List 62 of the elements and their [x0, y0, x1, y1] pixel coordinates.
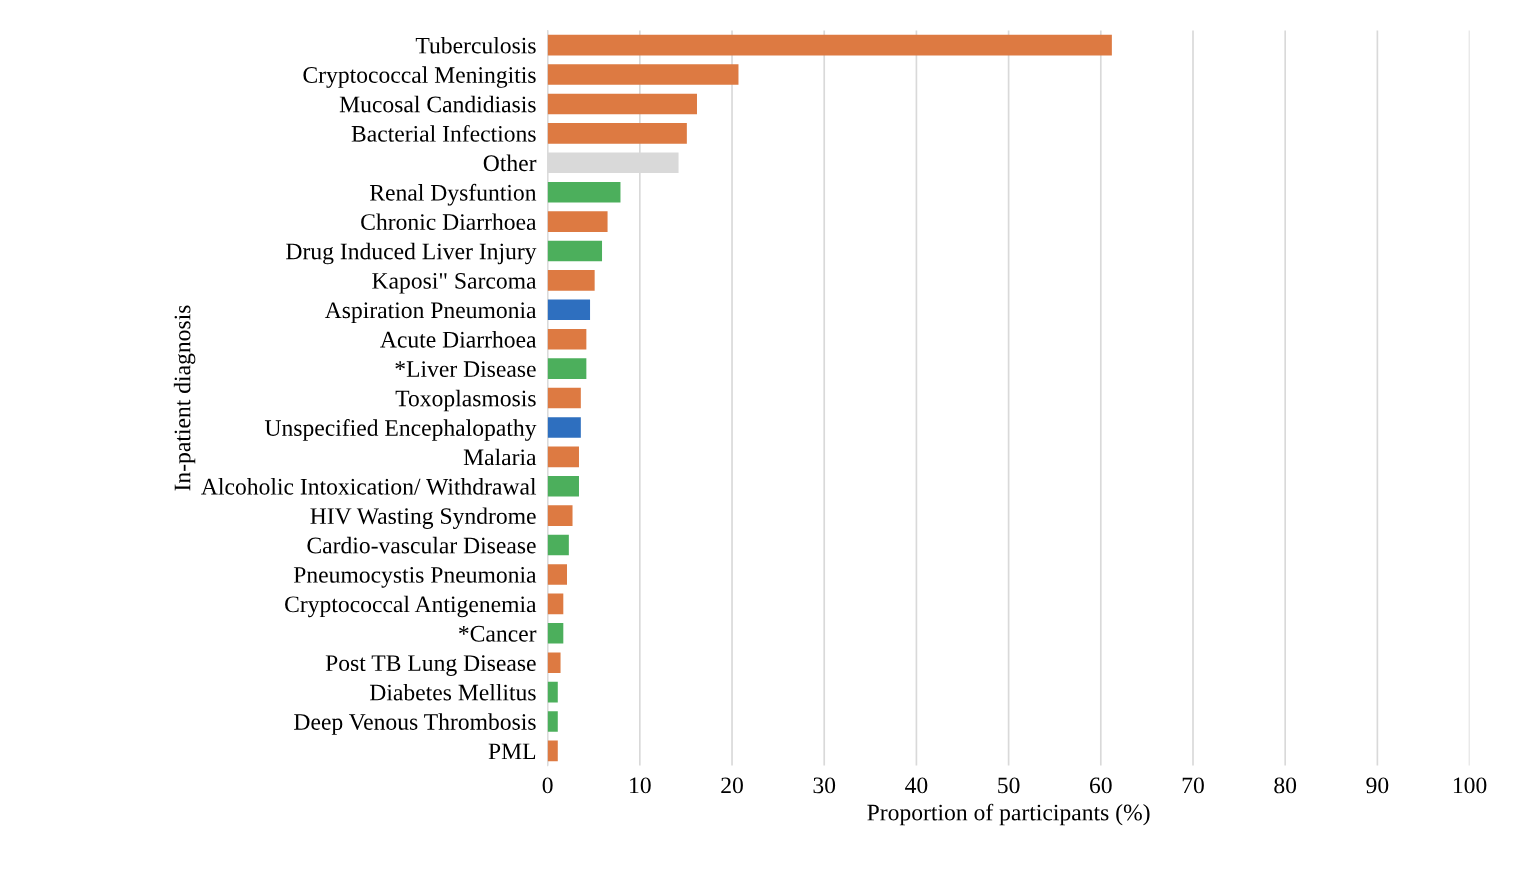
bar — [547, 564, 567, 585]
y-axis-title: In-patient diagnosis — [173, 305, 196, 491]
bar — [547, 34, 1112, 56]
x-axis-title: Proportion of participants (%) — [867, 803, 1150, 826]
y-tick-label: Unspecified Encephalopathy — [264, 419, 537, 441]
y-tick-label: *Liver Disease — [395, 361, 536, 378]
bar — [547, 505, 573, 526]
y-tick-label: Drug Induced Liver Injury — [286, 242, 537, 265]
y-tick-label: Tuberculosis — [415, 36, 536, 54]
y-tick-label: Kaposi" Sarcoma — [372, 272, 537, 294]
bar — [547, 299, 591, 321]
y-tick-label: Pneumocystis Pneumonia — [293, 566, 537, 588]
bar — [547, 652, 561, 673]
bar — [547, 593, 564, 615]
x-tick-label: 80 — [1274, 777, 1297, 794]
bar — [547, 534, 569, 556]
bar — [547, 64, 739, 85]
bar — [547, 681, 558, 703]
x-tick-label: 70 — [1182, 777, 1204, 794]
x-tick-label: 20 — [721, 777, 743, 794]
y-tick-label: Acute Diarrhoea — [380, 331, 537, 348]
x-tick-label: 90 — [1366, 777, 1389, 794]
x-tick-label: 60 — [1090, 777, 1112, 794]
bar — [547, 417, 581, 438]
x-tick-label: 50 — [998, 777, 1020, 794]
y-tick-label: PML — [488, 743, 536, 760]
bar — [547, 328, 587, 350]
y-tick-label: Diabetes Mellitus — [369, 683, 536, 701]
bar — [547, 740, 558, 762]
y-tick-label: Cryptococcal Antigenemia — [285, 595, 537, 618]
y-tick-label: Chronic Diarrhoea — [361, 213, 537, 231]
x-tick-label: 0 — [542, 777, 553, 794]
bar — [547, 270, 595, 291]
y-tick-label: Renal Dysfuntion — [369, 183, 537, 206]
bar — [547, 711, 558, 732]
bar — [547, 123, 687, 144]
bar — [547, 387, 581, 409]
bar — [547, 446, 579, 468]
y-tick-label: Mucosal Candidiasis — [339, 95, 536, 113]
bar — [547, 93, 697, 115]
bar — [547, 622, 564, 644]
y-tick-label: Deep Venous Thrombosis — [294, 713, 536, 735]
bar — [547, 475, 579, 497]
y-tick-label: Toxoplasmosis — [395, 389, 536, 412]
bar — [547, 240, 603, 262]
x-tick-label: 10 — [630, 777, 651, 794]
y-tick-label: HIV Wasting Syndrome — [310, 507, 536, 529]
y-tick-label: Cryptococcal Meningitis — [303, 66, 536, 88]
x-tick-label: 40 — [905, 777, 928, 794]
y-tick-label: Alcoholic Intoxication/ Withdrawal — [201, 478, 537, 495]
y-tick-label: Other — [483, 154, 537, 172]
y-tick-label: Bacterial Infections — [351, 124, 536, 142]
bar — [547, 358, 587, 379]
y-tick-label: Post TB Lung Disease — [325, 655, 536, 676]
y-tick-label: Cardio-vascular Disease — [307, 536, 536, 554]
bar — [547, 181, 621, 203]
y-tick-label: *Cancer — [459, 625, 537, 642]
bar — [547, 211, 608, 232]
y-tick-label: Malaria — [463, 448, 537, 466]
y-tick-label: Aspiration Pneumonia — [324, 302, 537, 324]
x-tick-label: 30 — [813, 777, 836, 794]
x-tick-label: 100 — [1453, 777, 1487, 794]
